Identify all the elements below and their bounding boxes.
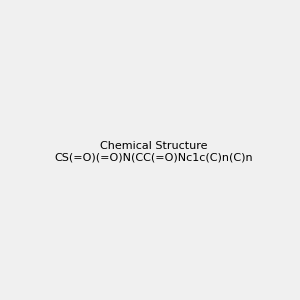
Text: Chemical Structure
CS(=O)(=O)N(CC(=O)Nc1c(C)n(C)n: Chemical Structure CS(=O)(=O)N(CC(=O)Nc1… <box>54 141 253 162</box>
